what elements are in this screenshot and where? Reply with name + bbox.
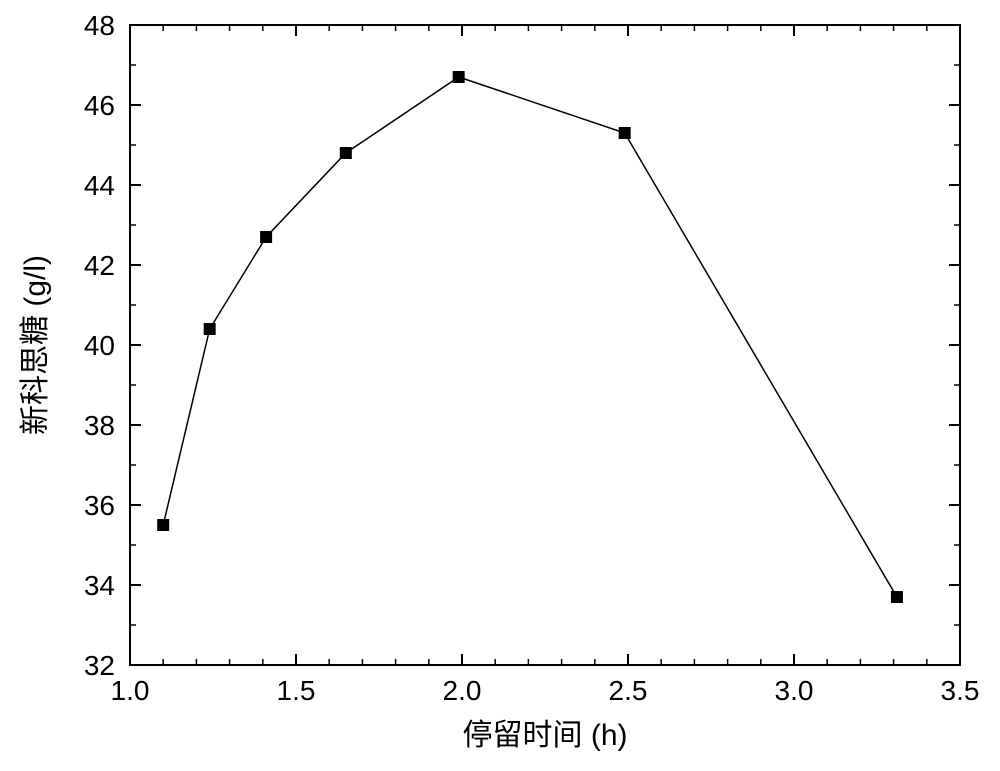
y-tick-label: 40: [84, 330, 115, 361]
chart-container: 1.0 1.5 2.0 2.5 3.0 3.5 停留时间 (h) 32 34 36 38 40 42 44…: [0, 0, 1000, 771]
data-marker: [891, 591, 903, 603]
data-line: [163, 77, 897, 597]
data-marker: [453, 71, 465, 83]
x-tick-label: 1.0: [111, 675, 150, 706]
data-marker: [204, 323, 216, 335]
y-tick-label: 46: [84, 90, 115, 121]
x-tick-label: 3.5: [941, 675, 980, 706]
x-tick-label: 1.5: [277, 675, 316, 706]
data-marker: [260, 231, 272, 243]
y-tick-label: 44: [84, 170, 115, 201]
x-axis-label: 停留时间 (h): [463, 719, 628, 752]
y-tick-label: 32: [84, 650, 115, 681]
line-chart: 1.0 1.5 2.0 2.5 3.0 3.5 停留时间 (h) 32 34 36 38 40 42 44…: [0, 0, 1000, 771]
data-marker: [157, 519, 169, 531]
y-tick-label: 38: [84, 410, 115, 441]
y-tick-label: 34: [84, 570, 115, 601]
y-tick-label: 42: [84, 250, 115, 281]
x-tick-label: 3.0: [775, 675, 814, 706]
y-tick-label: 36: [84, 490, 115, 521]
y-tick-label: 48: [84, 10, 115, 41]
x-tick-label: 2.0: [443, 675, 482, 706]
data-marker: [619, 127, 631, 139]
y-axis-label: 新科思糖 (g/l): [19, 255, 52, 435]
plot-frame: [130, 25, 960, 665]
data-marker: [340, 147, 352, 159]
x-tick-label: 2.5: [609, 675, 648, 706]
